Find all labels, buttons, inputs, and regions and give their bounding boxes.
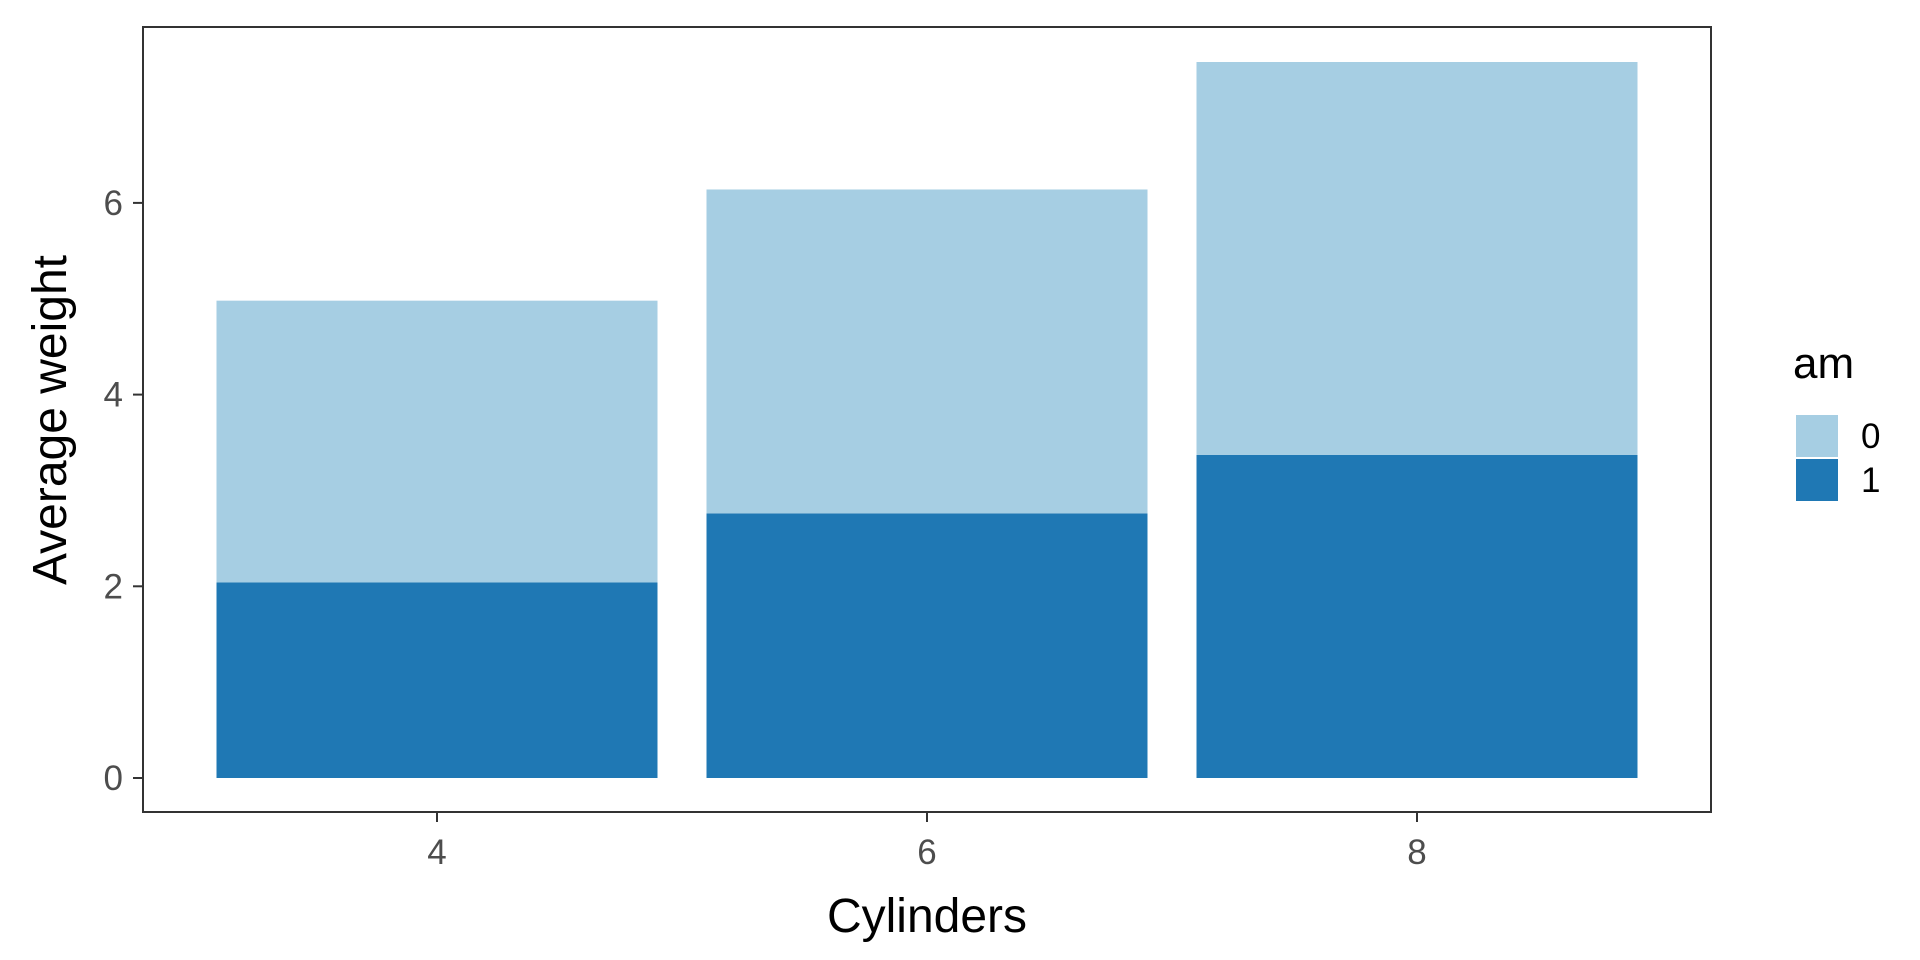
- legend: am 0 1: [1793, 339, 1880, 503]
- bar-cyl-6-am-1: [706, 513, 1148, 778]
- y-tick-label: 6: [104, 184, 123, 223]
- x-axis: 4 6 8: [427, 812, 1427, 872]
- legend-key-1: [1794, 457, 1840, 503]
- legend-label-0: 0: [1861, 417, 1880, 456]
- y-axis-title: Average weight: [24, 255, 77, 585]
- bars-group: [216, 62, 1638, 778]
- x-tick-label: 6: [917, 833, 936, 872]
- bar-cyl-8-am-1: [1196, 454, 1638, 778]
- x-tick-label: 8: [1407, 833, 1426, 872]
- x-tick-label: 4: [427, 833, 446, 872]
- x-axis-title: Cylinders: [827, 890, 1027, 943]
- legend-key-0: [1794, 413, 1840, 459]
- y-axis: 0 2 4 6: [104, 184, 143, 798]
- bar-cyl-8-am-0: [1196, 62, 1638, 455]
- legend-label-1: 1: [1861, 461, 1880, 500]
- y-tick-label: 2: [104, 567, 123, 606]
- bar-cyl-4-am-1: [216, 582, 658, 778]
- y-tick-label: 4: [104, 376, 123, 415]
- bar-cyl-6-am-0: [706, 189, 1148, 514]
- legend-title: am: [1793, 339, 1854, 388]
- bar-cyl-4-am-0: [216, 300, 658, 583]
- y-tick-label: 0: [104, 759, 123, 798]
